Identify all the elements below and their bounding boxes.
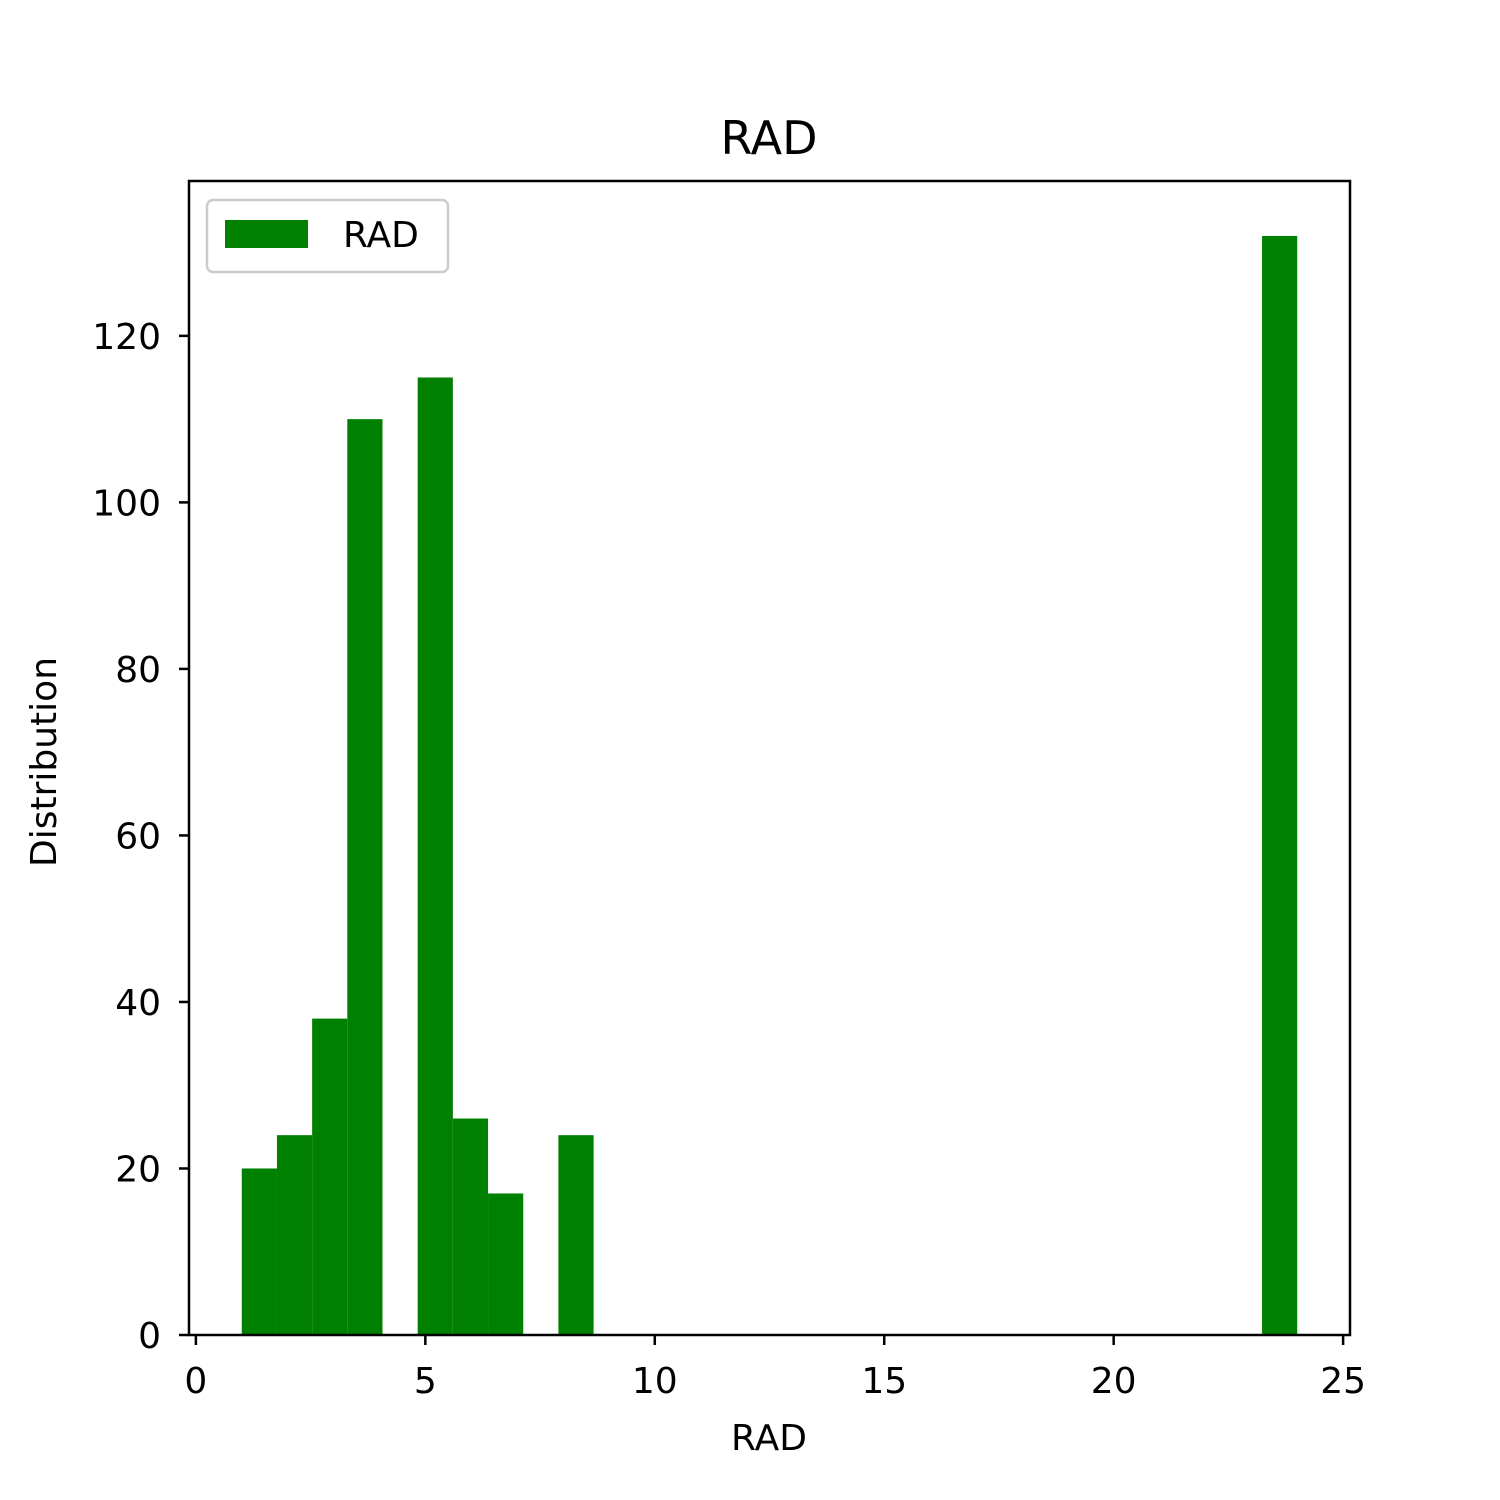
legend: RAD [205,198,450,274]
histogram-bar [1262,235,1298,1335]
histogram-bar [241,1168,277,1335]
y-tick-label: 80 [115,650,161,691]
x-tick-label: 0 [184,1361,207,1402]
y-tick-label: 20 [115,1149,161,1190]
x-axis-ticks: 0 5 10 15 20 25 [184,1335,1366,1402]
x-tick-label: 15 [861,1361,907,1402]
x-tick-label: 20 [1091,1361,1137,1402]
histogram-bar [417,377,453,1335]
histogram-bar [347,419,383,1336]
y-tick-label: 60 [115,816,161,857]
legend-box [205,198,450,274]
histogram-bar [558,1135,594,1335]
legend-swatch [225,220,308,248]
x-axis-label: RAD [731,1418,807,1459]
y-axis-ticks: 0 20 40 60 80 100 120 [92,317,189,1357]
histogram-bar [276,1135,313,1335]
bars-group [241,235,1298,1336]
y-tick-label: 0 [138,1316,161,1357]
chart-title: RAD [721,111,818,165]
y-tick-label: 120 [92,317,161,358]
y-axis-label: Distribution [24,657,65,867]
histogram-bar [488,1193,524,1335]
x-tick-label: 10 [632,1361,678,1402]
histogram-bar [452,1118,489,1335]
plot-frame [187,179,1352,1337]
histogram-bar [312,1018,348,1335]
legend-label: RAD [343,215,419,256]
x-tick-label: 25 [1320,1361,1366,1402]
y-tick-label: 40 [115,983,161,1024]
y-tick-label: 100 [92,483,161,524]
x-tick-label: 5 [414,1361,437,1402]
